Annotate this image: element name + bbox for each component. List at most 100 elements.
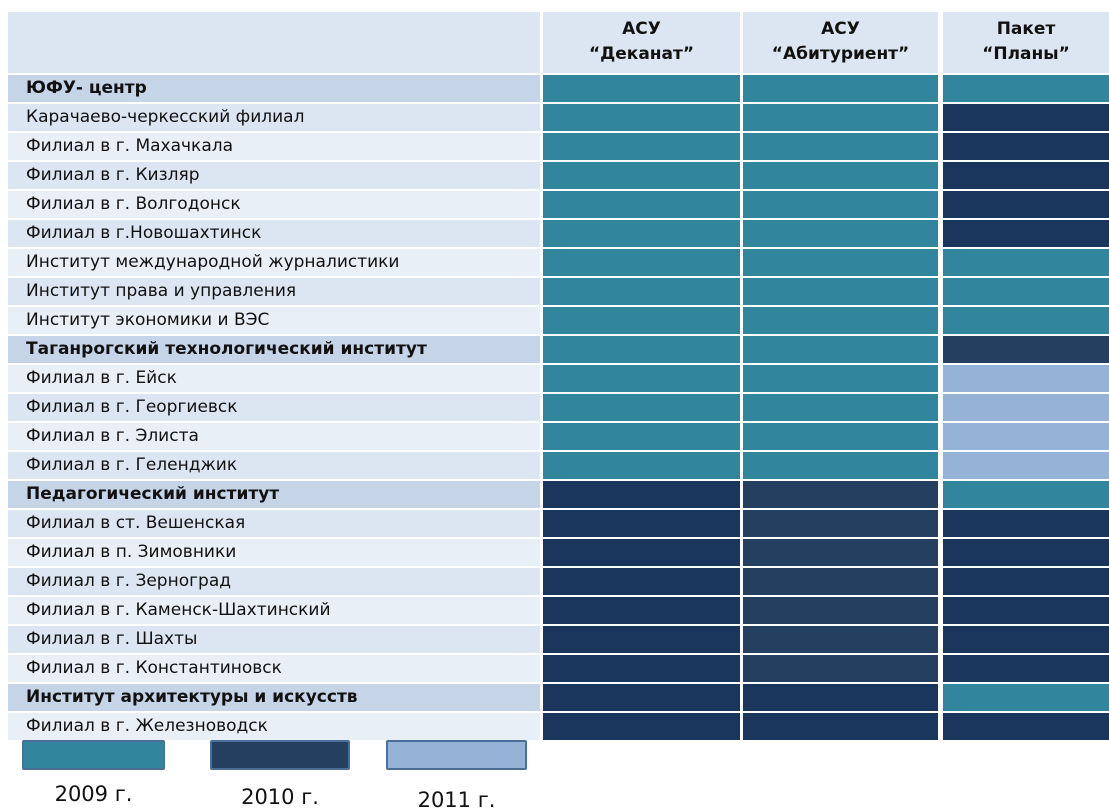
header-text: “Деканат”	[588, 44, 695, 64]
legend-swatch	[210, 740, 350, 770]
status-cell	[543, 336, 740, 363]
status-cell	[743, 684, 938, 711]
row-label: Филиал в г. Геленджик	[8, 452, 540, 479]
row-label: Филиал в г.Новошахтинск	[8, 220, 540, 247]
row-label: Филиал в г. Ейск	[8, 365, 540, 392]
status-cell	[543, 365, 740, 392]
status-cell	[743, 452, 938, 479]
status-cell	[943, 75, 1109, 102]
status-cell	[943, 394, 1109, 421]
status-cell	[943, 568, 1109, 595]
row-label: Филиал в г. Шахты	[8, 626, 540, 653]
row-label: Филиал в г. Махачкала	[8, 133, 540, 160]
status-cell	[543, 452, 740, 479]
status-cell	[743, 75, 938, 102]
row-label: Филиал в г. Каменск-Шахтинский	[8, 597, 540, 624]
row-label: Филиал в п. Зимовники	[8, 539, 540, 566]
row-label: Филиал в г. Железноводск	[8, 713, 540, 740]
row-label: Филиал в ст. Вешенская	[8, 510, 540, 537]
header-cell: АСУ “Абитуриент”	[743, 12, 938, 73]
status-cell	[743, 220, 938, 247]
status-cell	[543, 510, 740, 537]
header-text: Пакет	[996, 19, 1056, 39]
legend-label: 2009 г.	[54, 782, 133, 806]
status-cell	[943, 423, 1109, 450]
status-cell	[543, 394, 740, 421]
row-label: Институт архитектуры и искусств	[8, 684, 540, 711]
status-cell	[543, 481, 740, 508]
status-cell	[543, 249, 740, 276]
status-cell	[743, 568, 938, 595]
status-cell	[743, 365, 938, 392]
status-cell	[743, 713, 938, 740]
row-label: Карачаево-черкесский филиал	[8, 104, 540, 131]
status-cell	[743, 655, 938, 682]
row-label: ЮФУ- центр	[8, 75, 540, 102]
status-cell	[543, 278, 740, 305]
row-label: Педагогический институт	[8, 481, 540, 508]
status-cell	[943, 133, 1109, 160]
row-label: Филиал в г. Зерноград	[8, 568, 540, 595]
status-cell	[543, 191, 740, 218]
status-cell	[743, 249, 938, 276]
status-cell	[943, 655, 1109, 682]
status-cell	[543, 162, 740, 189]
status-cell	[943, 684, 1109, 711]
status-cell	[743, 191, 938, 218]
status-cell	[943, 278, 1109, 305]
status-cell	[743, 394, 938, 421]
status-cell	[943, 104, 1109, 131]
status-cell	[943, 510, 1109, 537]
status-cell	[743, 278, 938, 305]
status-cell	[943, 191, 1109, 218]
legend-label: 2010 г.	[241, 785, 319, 809]
header-label-cell	[8, 12, 540, 73]
status-cell	[543, 423, 740, 450]
row-label: Филиал в г. Константиновск	[8, 655, 540, 682]
status-cell	[743, 133, 938, 160]
status-cell	[543, 568, 740, 595]
status-cell	[743, 539, 938, 566]
status-cell	[743, 162, 938, 189]
status-cell	[943, 626, 1109, 653]
status-cell	[943, 713, 1109, 740]
status-cell	[943, 336, 1109, 363]
status-cell	[543, 75, 740, 102]
status-cell	[543, 713, 740, 740]
header-text: АСУ	[622, 19, 661, 39]
status-cell	[943, 481, 1109, 508]
header-cell: Пакет “Планы”	[943, 12, 1109, 73]
header-cell: АСУ “Деканат”	[543, 12, 740, 73]
status-cell	[543, 626, 740, 653]
row-label: Филиал в г. Кизляр	[8, 162, 540, 189]
status-cell	[743, 626, 938, 653]
status-cell	[743, 104, 938, 131]
row-label: Институт международной журналистики	[8, 249, 540, 276]
status-cell	[743, 510, 938, 537]
status-cell	[743, 307, 938, 334]
status-cell	[543, 307, 740, 334]
legend-swatch	[22, 740, 165, 770]
status-cell	[543, 133, 740, 160]
row-label: Филиал в г. Волгодонск	[8, 191, 540, 218]
header-text: АСУ	[821, 19, 860, 39]
status-cell	[943, 307, 1109, 334]
status-cell	[743, 423, 938, 450]
status-cell	[543, 220, 740, 247]
row-label: Филиал в г. Георгиевск	[8, 394, 540, 421]
status-cell	[943, 162, 1109, 189]
status-cell	[743, 336, 938, 363]
status-cell	[943, 597, 1109, 624]
status-cell	[943, 452, 1109, 479]
row-label: Таганрогский технологический институт	[8, 336, 540, 363]
legend-label: 2011 г.	[417, 788, 496, 809]
row-label: Филиал в г. Элиста	[8, 423, 540, 450]
status-cell	[943, 249, 1109, 276]
header-text: “Абитуриент”	[771, 44, 910, 64]
status-cell	[543, 684, 740, 711]
row-label: Институт экономики и ВЭС	[8, 307, 540, 334]
status-cell	[743, 597, 938, 624]
row-label: Институт права и управления	[8, 278, 540, 305]
header-text: “Планы”	[982, 44, 1070, 64]
